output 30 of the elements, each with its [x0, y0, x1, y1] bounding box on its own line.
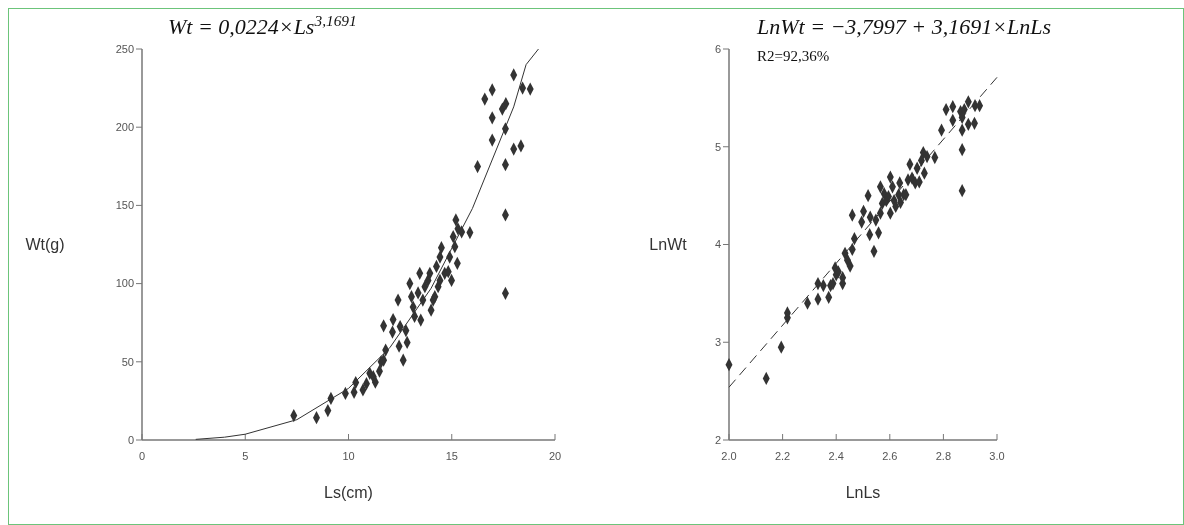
x-tick-label: 3.0	[989, 450, 1005, 462]
y-tick-label: 0	[127, 433, 134, 446]
y-tick-label: 3	[714, 336, 721, 349]
y-tick-label: 100	[115, 277, 134, 290]
x-tick-label: 0	[138, 450, 146, 462]
y-tick-label: 150	[115, 199, 134, 212]
x-tick-label: 15	[445, 450, 458, 462]
line-series	[195, 48, 539, 440]
x-tick-label: 2.6	[882, 450, 898, 462]
y-tick-label: 50	[121, 355, 134, 368]
x-tick-label: 5	[242, 450, 249, 462]
x-tick-label: 2.4	[828, 450, 844, 462]
y-tick-label: 6	[714, 42, 721, 55]
y-tick-label: 250	[115, 42, 134, 55]
y-tick-label: 4	[714, 238, 721, 251]
x-tick-label: 2.8	[935, 450, 952, 462]
y-axis-title: Wt(g)	[25, 236, 65, 254]
x-axis-title: Ls(cm)	[324, 484, 373, 501]
x-tick-label: 10	[342, 450, 355, 462]
x-tick-label: 20	[548, 450, 562, 462]
y-tick-label: 2	[714, 433, 721, 446]
text: LnWt = −3,7997 + 3,1691×LnLs	[756, 13, 1052, 39]
y-tick-label: 5	[714, 140, 721, 153]
x-tick-label: 2.2	[774, 450, 791, 462]
text: Wt = 0,0224×Ls$^{3,1691}$	[168, 11, 357, 39]
x-tick-label: 2.0	[721, 450, 737, 462]
y-tick-label: 200	[115, 121, 134, 134]
y-axis-title: LnWt	[649, 236, 688, 254]
x-axis-title: LnLs	[845, 484, 881, 501]
annotation: R2=92,36%	[757, 48, 830, 65]
